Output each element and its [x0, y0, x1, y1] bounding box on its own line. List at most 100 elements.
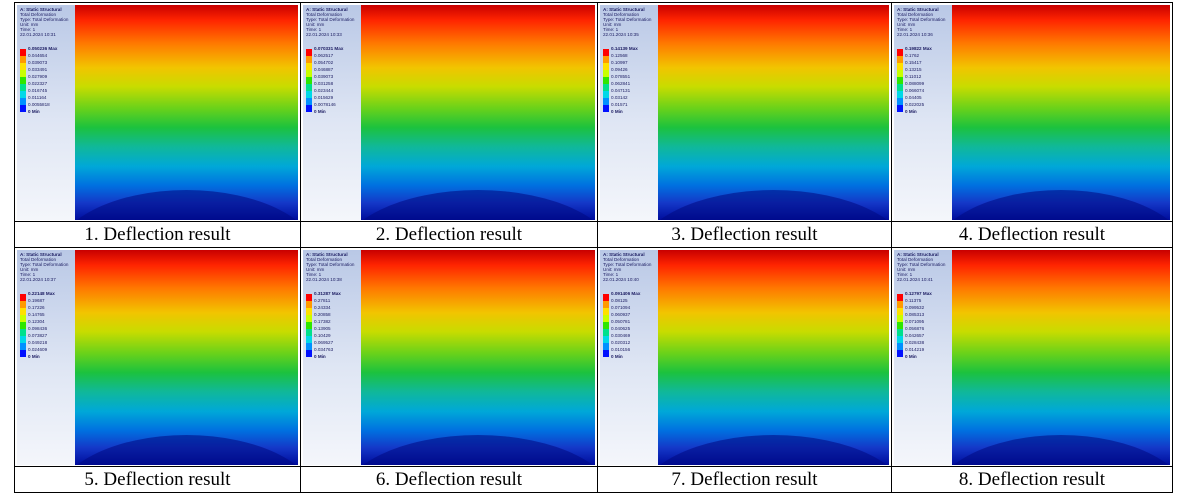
legend-level: 0.10997 — [611, 60, 628, 65]
legend-level: 0.24334 — [314, 305, 331, 310]
legend-level: 0.04405 — [905, 95, 922, 100]
legend-color — [20, 329, 26, 336]
legend-color — [20, 350, 26, 357]
caption: 3. Deflection result — [598, 221, 891, 247]
legend-color — [897, 308, 903, 315]
legend-color — [603, 49, 609, 56]
legend-color — [20, 315, 26, 322]
legend-level: 0.098436 — [28, 326, 47, 331]
legend-color — [603, 70, 609, 77]
legend-level: 0.12568 — [611, 53, 628, 58]
legend-color — [20, 308, 26, 315]
legend-header: 22.01.2024 10:35 — [603, 32, 639, 37]
legend-header: 22.01.2024 10:38 — [306, 277, 342, 282]
legend-header: 22.01.2024 10:31 — [20, 32, 56, 37]
legend-level: 0.016745 — [28, 88, 47, 93]
legend-level: 0.033491 — [28, 67, 47, 72]
legend-level: 0.11012 — [905, 74, 921, 79]
legend-level: 0.046887 — [314, 67, 333, 72]
legend-level: 0.028438 — [905, 340, 924, 345]
legend-color — [897, 343, 903, 350]
legend-min: 0 Min — [314, 354, 326, 359]
legend-min: 0 Min — [28, 109, 40, 114]
legend-level: 0.073827 — [28, 333, 47, 338]
deformation-plot — [75, 5, 298, 220]
legend-color — [20, 91, 26, 98]
figure: A: Static StructuralTotal DeformationTyp… — [0, 0, 1187, 493]
legend-level: 0.071094 — [611, 305, 630, 310]
legend-min: 0 Min — [611, 354, 623, 359]
legend-level: 0.027909 — [28, 74, 47, 79]
legend-level: 0.10429 — [314, 333, 331, 338]
legend-color — [306, 49, 312, 56]
legend-level: 0.088099 — [905, 81, 924, 86]
legend-color — [20, 336, 26, 343]
legend-level: 0.20858 — [314, 312, 331, 317]
deformation-plot — [361, 5, 595, 220]
legend-level: 0.023444 — [314, 88, 333, 93]
legend-color — [897, 350, 903, 357]
deformation-plot — [952, 250, 1170, 465]
legend-color — [897, 91, 903, 98]
figure-cell: A: Static StructuralTotal DeformationTyp… — [300, 2, 598, 248]
legend-color — [897, 70, 903, 77]
legend-level: 0.066074 — [905, 88, 924, 93]
legend-min: 0 Min — [28, 354, 40, 359]
legend-color — [20, 84, 26, 91]
figure-cell: A: Static StructuralTotal DeformationTyp… — [14, 2, 301, 248]
figure-cell: A: Static StructuralTotal DeformationTyp… — [891, 2, 1173, 248]
legend-level: 0.062841 — [611, 81, 630, 86]
caption: 6. Deflection result — [301, 466, 597, 492]
legend-level: 0.12304 — [28, 319, 45, 324]
legend-level: 0.040625 — [611, 326, 630, 331]
legend-color — [603, 336, 609, 343]
legend-color — [603, 329, 609, 336]
legend-level: 0.014219 — [905, 347, 924, 352]
legend-color — [20, 301, 26, 308]
legend-level: 0.020312 — [611, 340, 630, 345]
legend-color — [897, 77, 903, 84]
legend-level: 0.050781 — [611, 319, 630, 324]
legend-level: 0.044654 — [28, 53, 47, 58]
legend-color — [306, 91, 312, 98]
legend-color — [306, 350, 312, 357]
legend-level: 0.0055818 — [28, 102, 50, 107]
legend-color — [603, 91, 609, 98]
legend-color — [20, 77, 26, 84]
legend-level: 0.078551 — [611, 74, 630, 79]
legend-color — [306, 63, 312, 70]
legend-color — [306, 105, 312, 112]
legend-level: 0.011164 — [28, 95, 46, 100]
legend-color — [603, 322, 609, 329]
legend-color — [603, 84, 609, 91]
legend-color — [897, 98, 903, 105]
legend-max: 0.19822 Max — [905, 46, 932, 51]
deformation-plot — [658, 5, 889, 220]
legend-header: 22.01.2024 10:37 — [20, 277, 56, 282]
legend-color — [20, 105, 26, 112]
legend-level: 0.042657 — [905, 333, 924, 338]
legend-color — [897, 63, 903, 70]
legend-min: 0 Min — [905, 354, 917, 359]
legend-min: 0 Min — [905, 109, 917, 114]
legend-color — [603, 98, 609, 105]
legend-color — [603, 77, 609, 84]
legend-level: 0.13905 — [314, 326, 331, 331]
legend-level: 0.08125 — [611, 298, 628, 303]
legend-color — [897, 294, 903, 301]
legend-header: 22.01.2024 10:33 — [306, 32, 342, 37]
simulation-image: A: Static StructuralTotal DeformationTyp… — [600, 250, 889, 465]
legend-level: 0.015629 — [314, 95, 333, 100]
legend-color — [603, 56, 609, 63]
caption: 7. Deflection result — [598, 466, 891, 492]
legend-color — [603, 105, 609, 112]
legend-level: 0.039073 — [28, 60, 47, 65]
legend-color — [306, 70, 312, 77]
legend-level: 0.15417 — [905, 60, 922, 65]
legend-color — [897, 322, 903, 329]
legend-max: 0.22148 Max — [28, 291, 55, 296]
legend-color — [897, 301, 903, 308]
